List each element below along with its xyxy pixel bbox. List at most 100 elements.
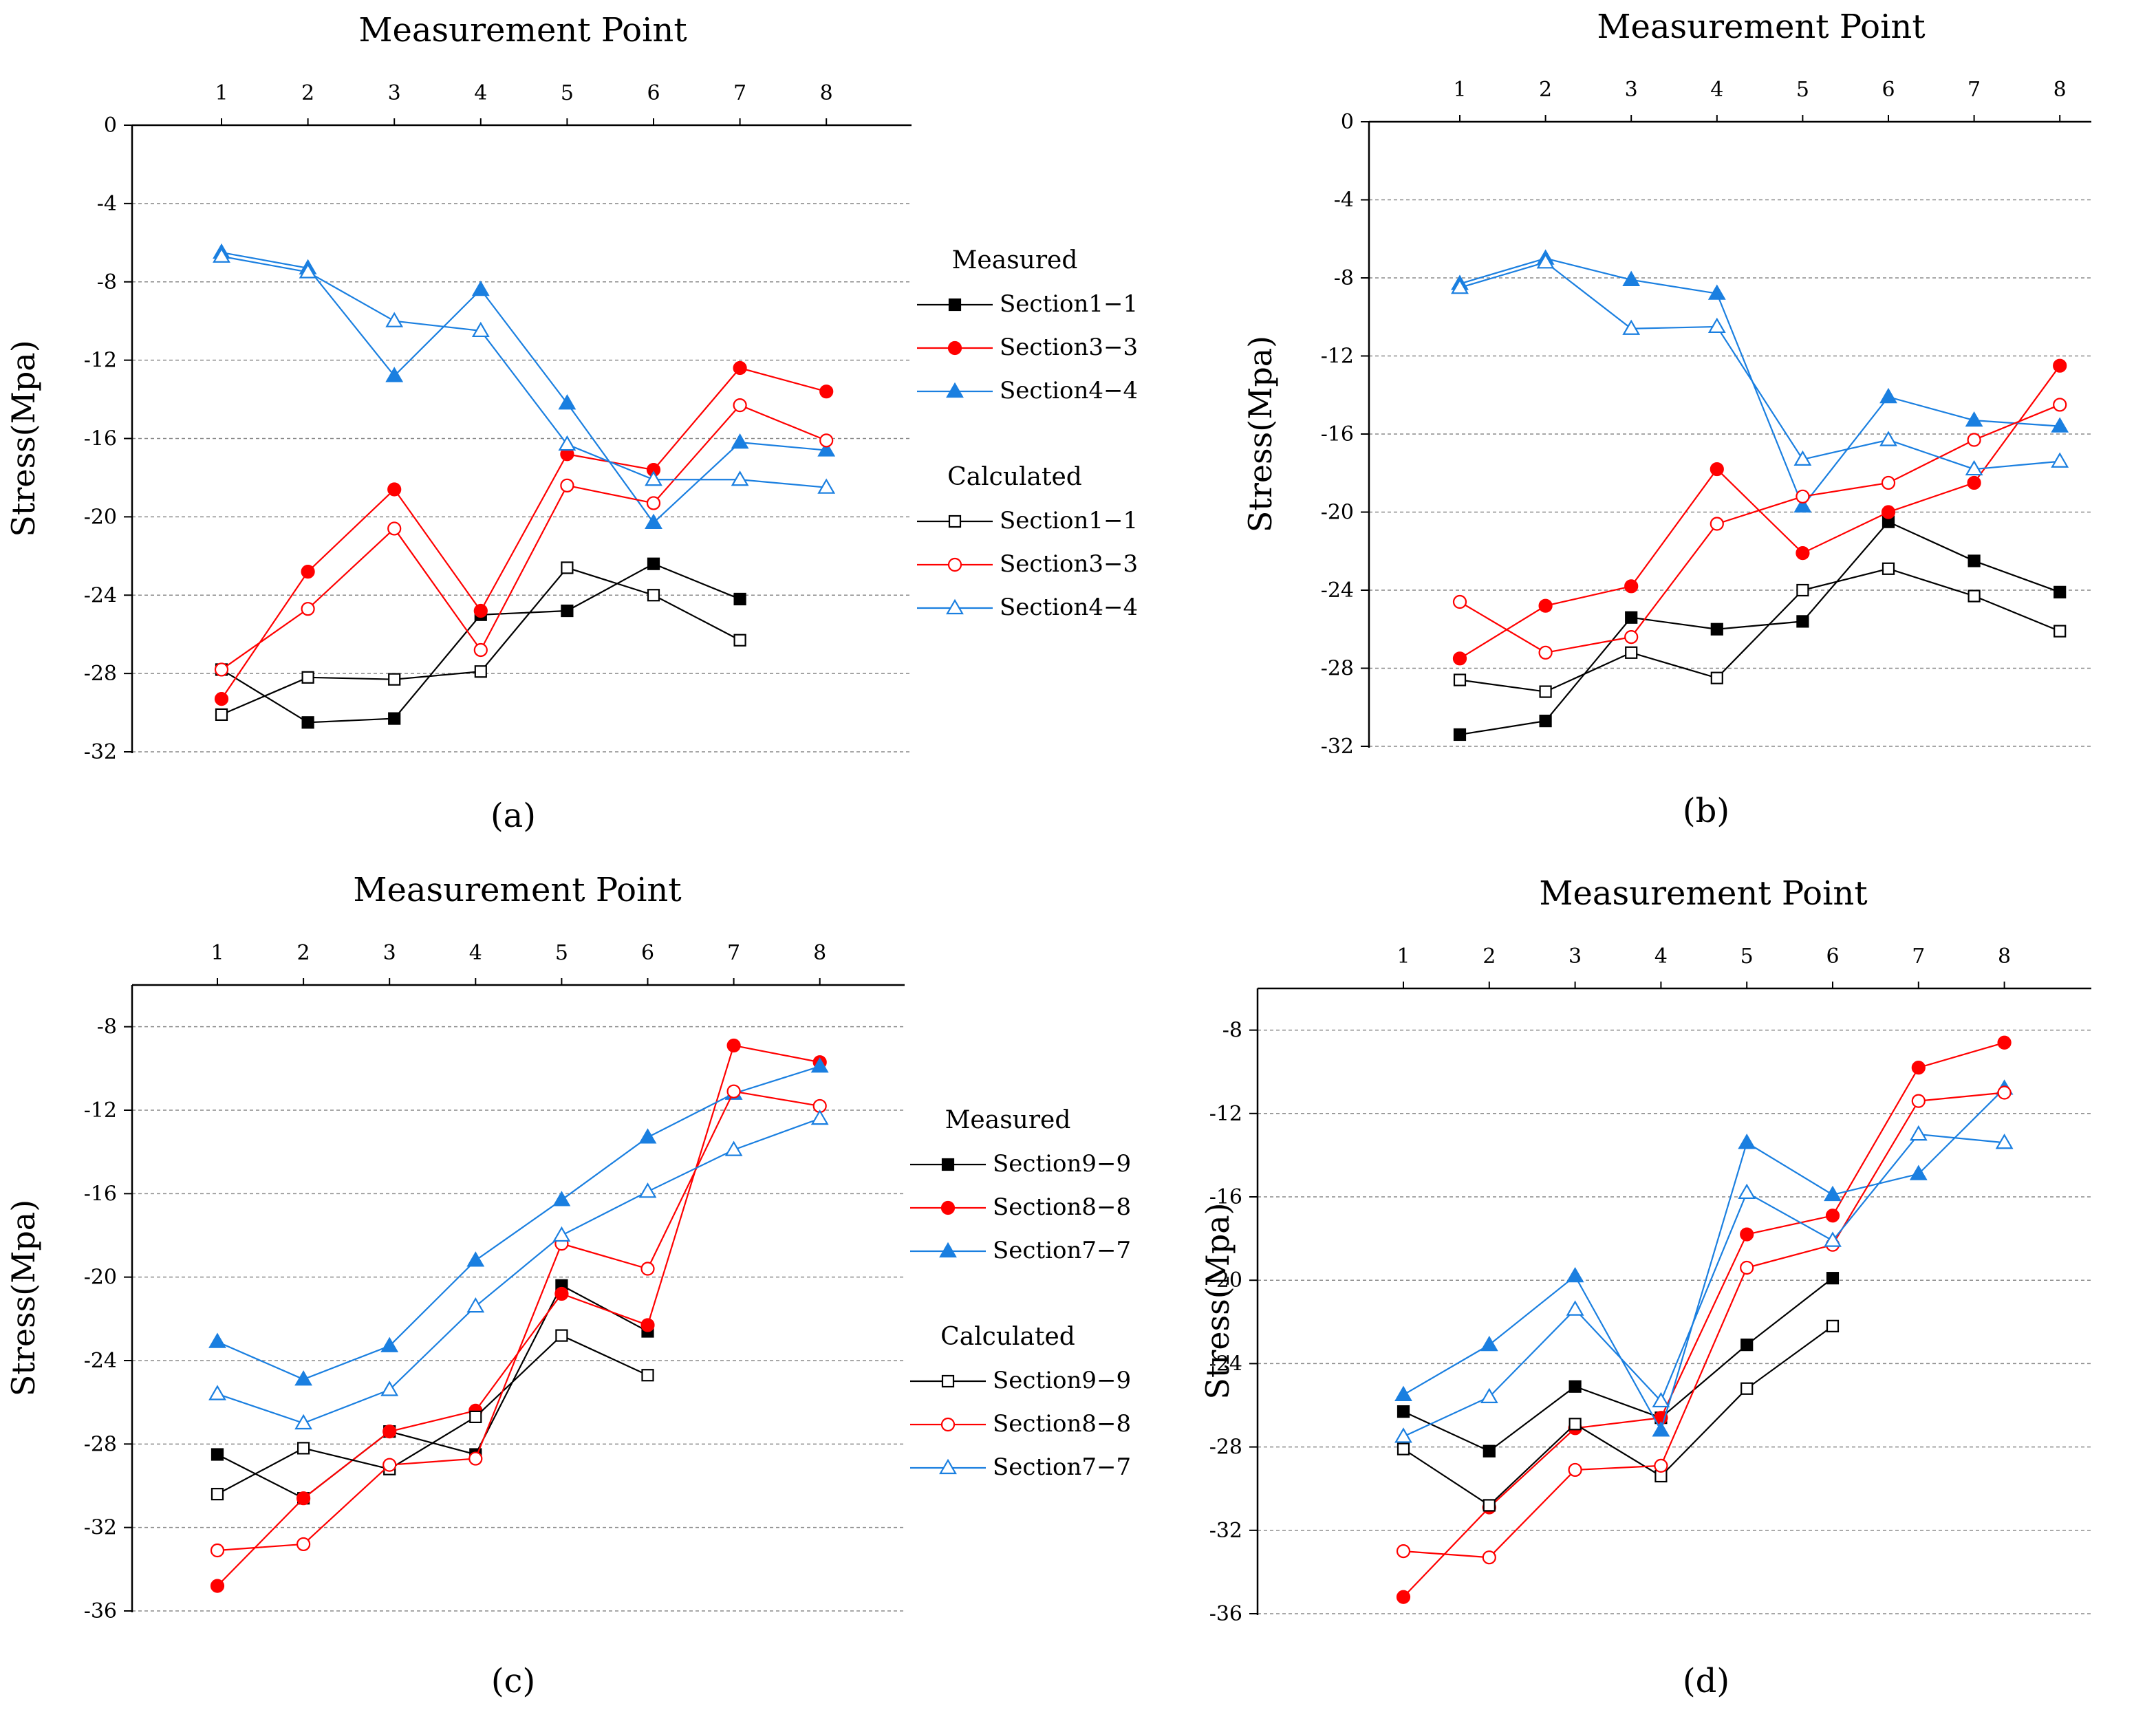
data-point <box>301 602 315 616</box>
y-tick-label: -8 <box>97 270 117 294</box>
data-point <box>1881 475 1896 490</box>
series-line <box>217 1065 821 1381</box>
data-point <box>731 470 749 486</box>
x-tick-label: 8 <box>2053 78 2067 102</box>
data-point <box>473 642 488 658</box>
data-point <box>385 312 404 327</box>
data-point <box>1710 671 1723 684</box>
data-point <box>1740 1260 1754 1275</box>
data-point <box>1879 387 1897 404</box>
data-point <box>1796 615 1809 628</box>
y-tick-label: 0 <box>1341 110 1354 134</box>
data-point <box>471 321 490 338</box>
data-point <box>1625 611 1638 624</box>
y-tick-label: -20 <box>1209 1268 1242 1292</box>
data-point <box>1654 1458 1668 1473</box>
y-axis-title: Stress(Mpa) <box>1242 336 1279 532</box>
series-line <box>1459 521 2060 736</box>
x-tick-label: 8 <box>813 941 826 965</box>
series-line <box>217 1334 648 1495</box>
data-point <box>1740 1339 1754 1352</box>
series-line <box>1403 1087 2005 1433</box>
x-tick-label: 6 <box>1882 78 1895 102</box>
data-point <box>385 367 404 382</box>
series-measured-0 <box>1453 515 2067 742</box>
data-point <box>208 1332 226 1348</box>
series-line <box>1459 365 2061 660</box>
y-tick-label: -16 <box>84 1182 117 1206</box>
data-point <box>1796 489 1810 504</box>
data-point <box>294 1370 313 1386</box>
y-tick-label: -20 <box>1321 501 1354 525</box>
series-calculated-4 <box>1396 1085 2012 1565</box>
y-tick-label: -32 <box>84 740 117 764</box>
data-point <box>213 247 230 263</box>
x-tick-label: 6 <box>641 941 654 965</box>
legend-label: Section1−1 <box>1000 290 1138 318</box>
data-point <box>1566 1300 1584 1316</box>
legend-title-measured: Measured <box>952 246 1078 274</box>
data-point <box>1652 1421 1670 1437</box>
x-tick-label: 7 <box>1968 78 1981 102</box>
y-tick-label: -12 <box>84 1098 117 1123</box>
data-point <box>1909 1165 1928 1180</box>
data-point <box>1624 579 1639 594</box>
legend-label: Section3−3 <box>1000 550 1138 578</box>
series-calculated-3 <box>215 561 746 722</box>
data-point <box>552 1191 571 1206</box>
series-line <box>1403 1133 2005 1438</box>
data-point <box>1452 594 1467 609</box>
series-measured-0 <box>211 1279 654 1505</box>
series-calculated-3 <box>1453 562 2067 698</box>
series-calculated-5 <box>1394 1125 2014 1443</box>
data-point <box>638 1182 657 1198</box>
data-point <box>301 671 314 684</box>
data-point <box>1482 1550 1496 1565</box>
y-tick-label: -12 <box>1209 1102 1242 1126</box>
y-tick-label: -24 <box>1321 578 1354 603</box>
series-measured-1 <box>1452 358 2067 666</box>
data-point <box>301 716 314 729</box>
y-tick-label: -36 <box>84 1599 117 1623</box>
data-point <box>1824 1231 1842 1247</box>
data-point <box>1826 1319 1840 1332</box>
data-point <box>1911 1061 1926 1075</box>
series-calculated-4 <box>210 1084 827 1558</box>
y-tick-label: -12 <box>84 349 117 373</box>
data-point <box>561 604 574 618</box>
data-point <box>1881 505 1896 519</box>
data-point <box>726 1038 741 1053</box>
data-point <box>640 1318 655 1332</box>
series-measured-1 <box>1396 1035 2012 1604</box>
y-tick-label: 0 <box>104 113 117 138</box>
data-point <box>1911 1094 1926 1108</box>
data-point <box>1707 284 1726 300</box>
x-tick-label: 5 <box>561 81 574 105</box>
x-tick-label: 8 <box>1998 944 2011 968</box>
x-tick-label: 4 <box>469 941 482 965</box>
y-tick-label: -24 <box>84 1349 117 1373</box>
data-point <box>1825 1209 1840 1223</box>
series-line <box>217 1118 821 1425</box>
y-tick-label: -28 <box>1209 1436 1242 1460</box>
x-axis-title: Measurement Point <box>353 871 681 909</box>
panel-label: (b) <box>1683 792 1729 830</box>
data-point <box>1625 646 1638 659</box>
data-point <box>2053 585 2067 598</box>
data-point <box>1965 411 1983 427</box>
data-point <box>1483 1499 1496 1512</box>
data-point <box>1652 1392 1670 1408</box>
data-point <box>215 708 228 722</box>
data-point <box>641 1369 654 1382</box>
data-point <box>1538 645 1553 660</box>
data-point <box>1793 450 1812 466</box>
series-line <box>217 1284 649 1500</box>
y-tick-label: -4 <box>1334 188 1354 213</box>
legend-marker <box>948 298 962 312</box>
x-tick-label: 8 <box>820 81 833 105</box>
y-tick-label: -8 <box>1222 1019 1242 1043</box>
y-tick-label: -8 <box>97 1015 117 1039</box>
data-point <box>210 1579 225 1593</box>
series-calculated-5 <box>1451 253 2069 476</box>
x-tick-label: 1 <box>211 941 224 965</box>
